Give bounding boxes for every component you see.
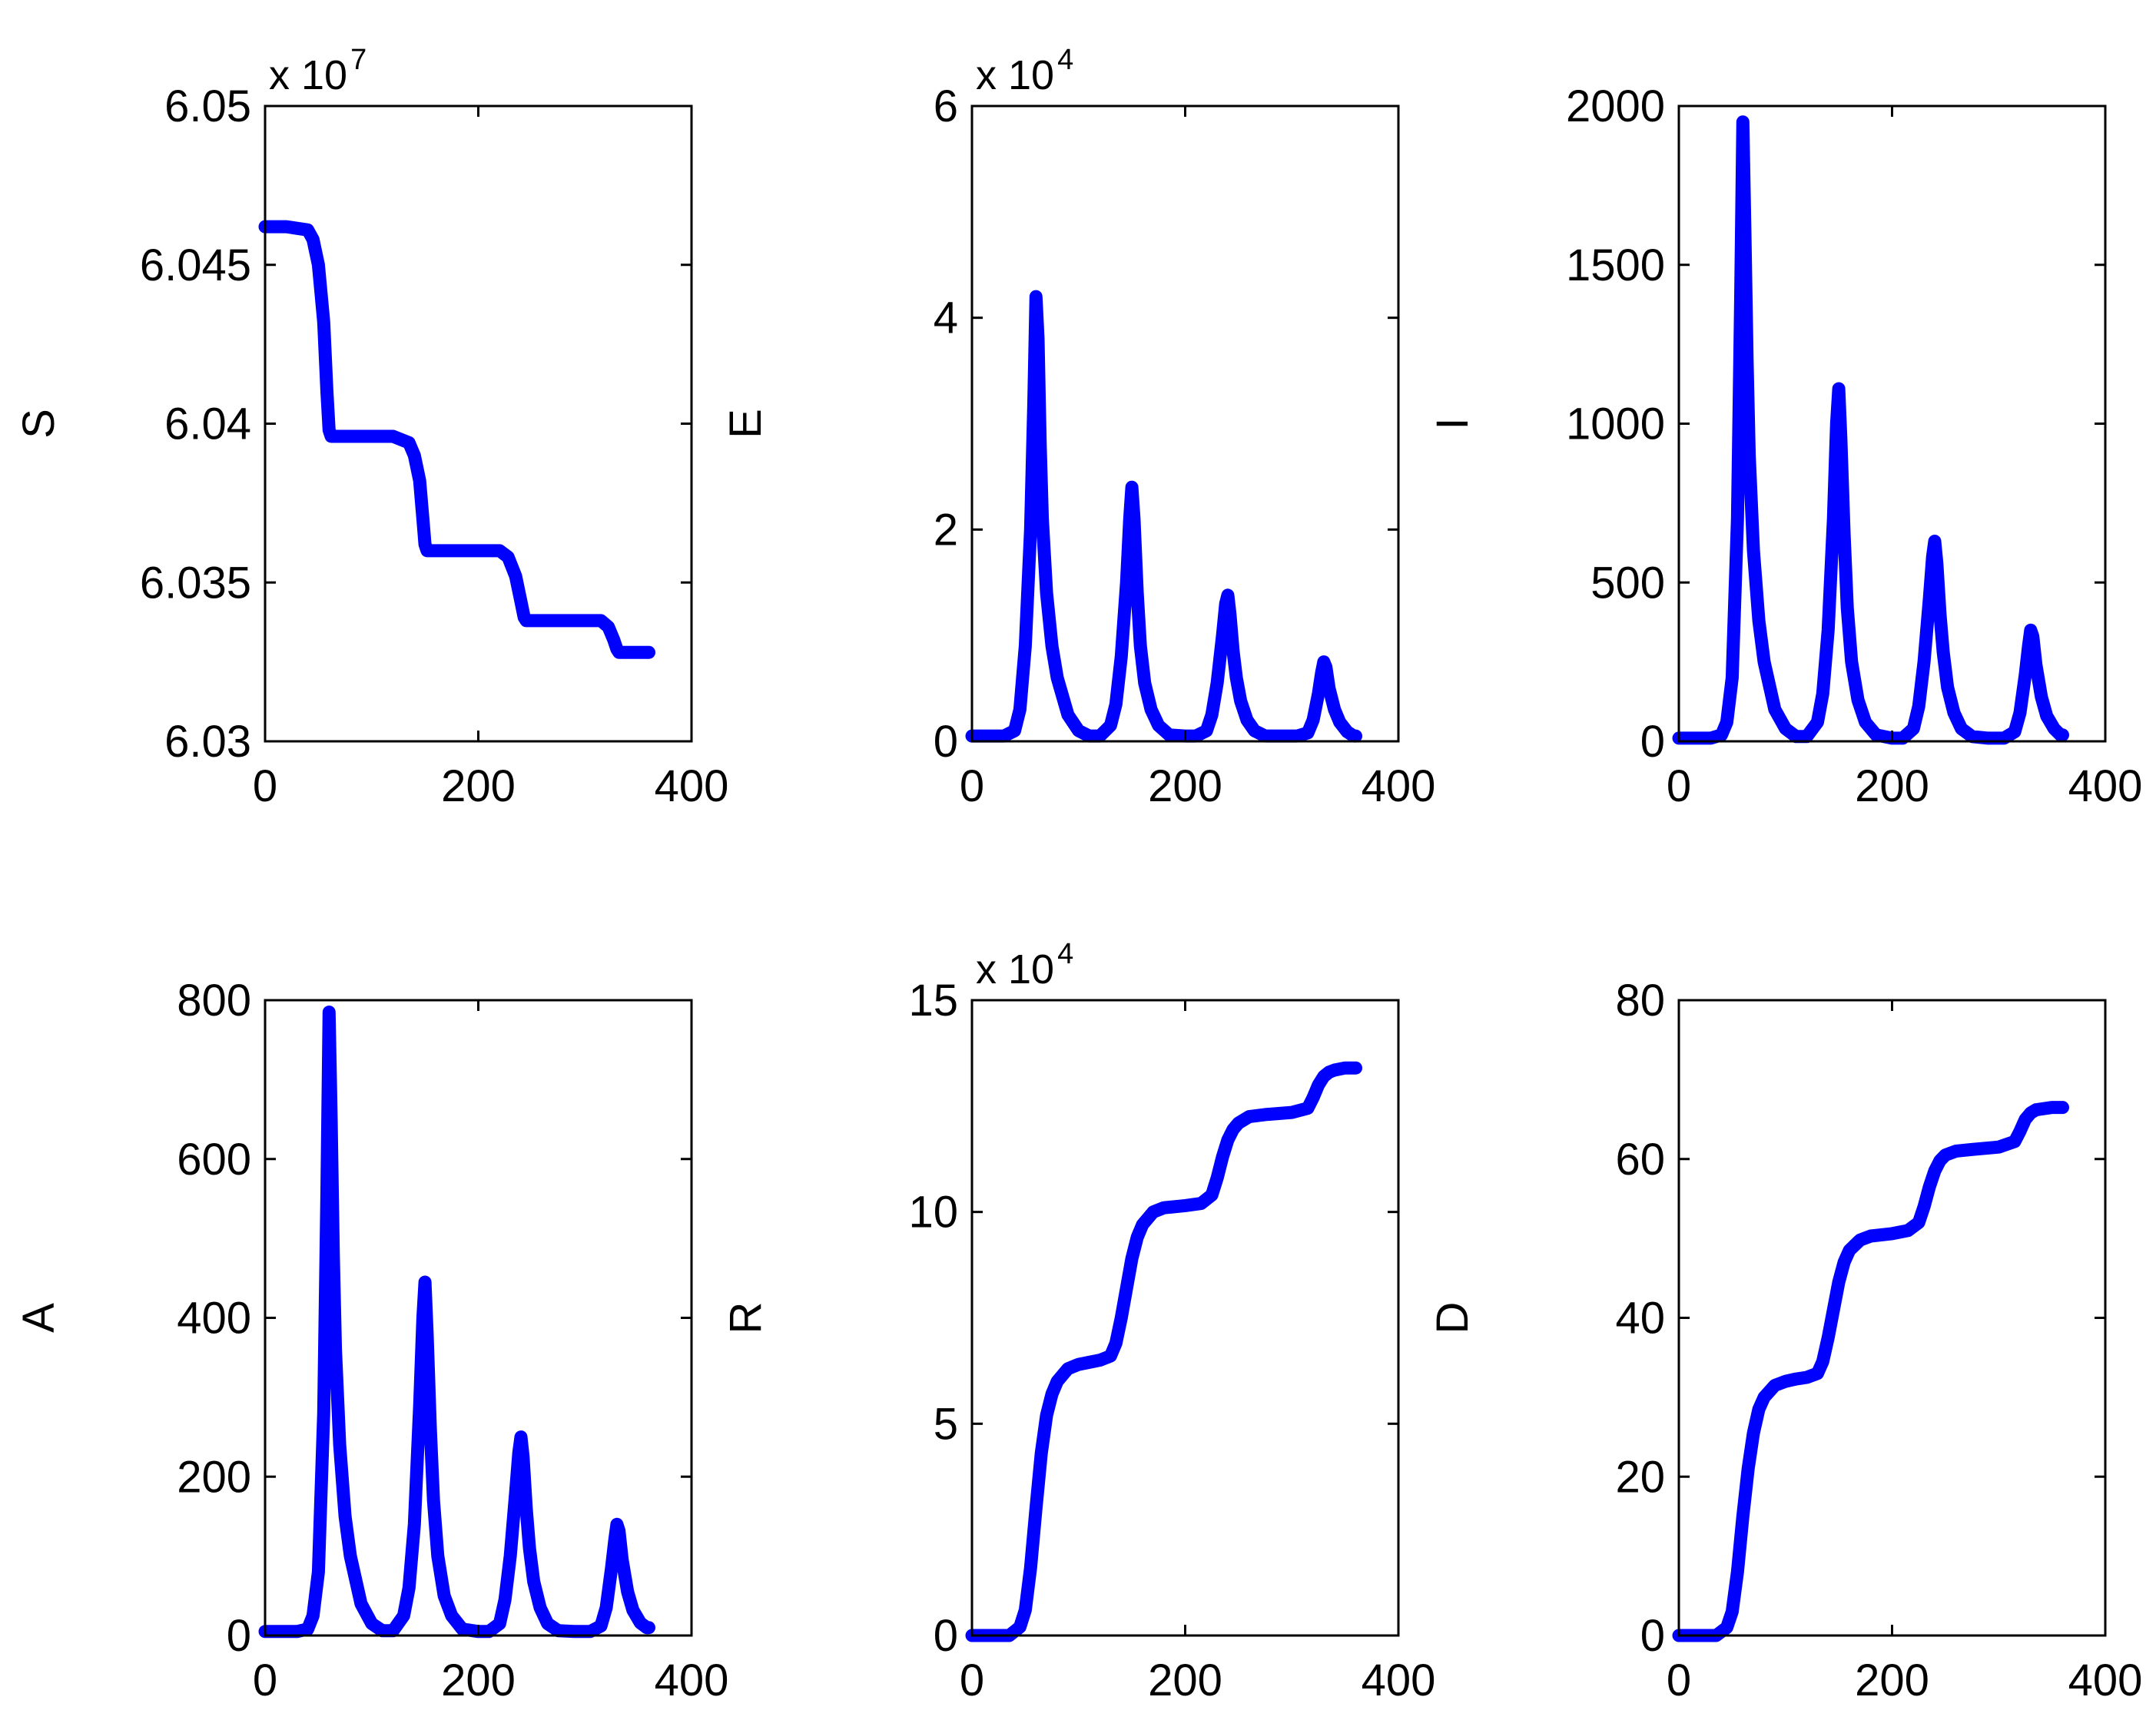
y-tick-label: 2000 — [1566, 81, 1665, 131]
subplot-D: 0 200 400 0 20 40 60 80 D — [1428, 976, 2142, 1705]
series-line-E — [965, 290, 1362, 743]
x-tick-label: 0 — [960, 761, 984, 811]
y-tick-label: 200 — [177, 1452, 251, 1502]
y-tick-label: 20 — [1615, 1452, 1665, 1502]
axis-multiplier: x 10 4 — [976, 44, 1073, 98]
x-tick-label: 0 — [253, 1655, 277, 1705]
y-tick-label: 5 — [934, 1399, 958, 1449]
subplot-E: 0 200 400 0 2 4 6 Ex 10 4 — [721, 44, 1435, 811]
x-tick-label: 0 — [1667, 1655, 1691, 1705]
x-tick-label: 0 — [1667, 761, 1691, 811]
y-tick-label: 6.05 — [164, 81, 251, 131]
y-tick-label: 40 — [1615, 1294, 1665, 1344]
x-tick-label: 400 — [2068, 761, 2143, 811]
y-tick-label: 6.03 — [164, 717, 251, 767]
x-tick-label: 200 — [1855, 761, 1929, 811]
x-tick-label: 400 — [655, 761, 729, 811]
y-tick-label: 0 — [1640, 717, 1665, 767]
y-tick-label: 60 — [1615, 1135, 1665, 1185]
series-line-I — [1672, 115, 2069, 745]
series-line-A — [258, 1006, 655, 1639]
y-tick-label: 0 — [934, 1611, 958, 1661]
subplot-A: 0 200 400 0 200 400 600 800 A — [14, 976, 728, 1705]
y-tick-label: 0 — [934, 717, 958, 767]
subplot-R: 0 200 400 0 5 10 15 Rx 10 4 — [721, 938, 1435, 1705]
x-tick-label: 200 — [1855, 1655, 1929, 1705]
y-tick-label: 6.035 — [140, 558, 251, 608]
y-tick-label: 6 — [934, 81, 958, 131]
y-tick-label: 10 — [908, 1188, 958, 1238]
y-tick-label: 500 — [1590, 558, 1665, 608]
y-tick-label: 0 — [1640, 1611, 1665, 1661]
y-axis-label: E — [721, 409, 771, 439]
subplot-S: 0 200 400 6.03 6.035 6.04 6.045 6.05 Sx 10 7 — [14, 44, 728, 811]
axis-multiplier: x 10 4 — [976, 938, 1073, 993]
axis-multiplier: x 10 7 — [269, 44, 367, 98]
y-tick-label: 400 — [177, 1294, 251, 1344]
subplot-I: 0 200 400 0 500 1000 1500 2000 I — [1428, 81, 2142, 811]
y-tick-label: 800 — [177, 976, 251, 1026]
x-tick-label: 400 — [1362, 1655, 1436, 1705]
x-tick-label: 200 — [1148, 1655, 1222, 1705]
x-tick-label: 400 — [2068, 1655, 2143, 1705]
y-tick-label: 80 — [1615, 976, 1665, 1026]
y-axis-label: R — [721, 1302, 771, 1334]
y-tick-label: 600 — [177, 1135, 251, 1185]
x-tick-label: 400 — [1362, 761, 1436, 811]
y-tick-label: 15 — [908, 976, 958, 1026]
y-tick-label: 0 — [227, 1611, 251, 1661]
series-line-R — [965, 1061, 1362, 1642]
y-axis-label: D — [1428, 1302, 1478, 1334]
y-axis-label: I — [1428, 417, 1478, 429]
y-tick-label: 6.045 — [140, 240, 251, 290]
x-tick-label: 200 — [441, 1655, 516, 1705]
x-tick-label: 0 — [253, 761, 277, 811]
series-line-S — [258, 220, 655, 659]
series-line-D — [1672, 1101, 2069, 1642]
x-tick-label: 400 — [655, 1655, 729, 1705]
y-tick-label: 1000 — [1566, 399, 1665, 449]
y-tick-label: 6.04 — [164, 399, 251, 449]
y-tick-label: 4 — [934, 293, 958, 343]
x-tick-label: 200 — [441, 761, 516, 811]
x-tick-label: 200 — [1148, 761, 1222, 811]
x-tick-label: 0 — [960, 1655, 984, 1705]
y-tick-label: 1500 — [1566, 240, 1665, 290]
y-axis-label: S — [14, 409, 64, 439]
y-axis-label: A — [14, 1303, 64, 1333]
y-tick-label: 2 — [934, 505, 958, 555]
